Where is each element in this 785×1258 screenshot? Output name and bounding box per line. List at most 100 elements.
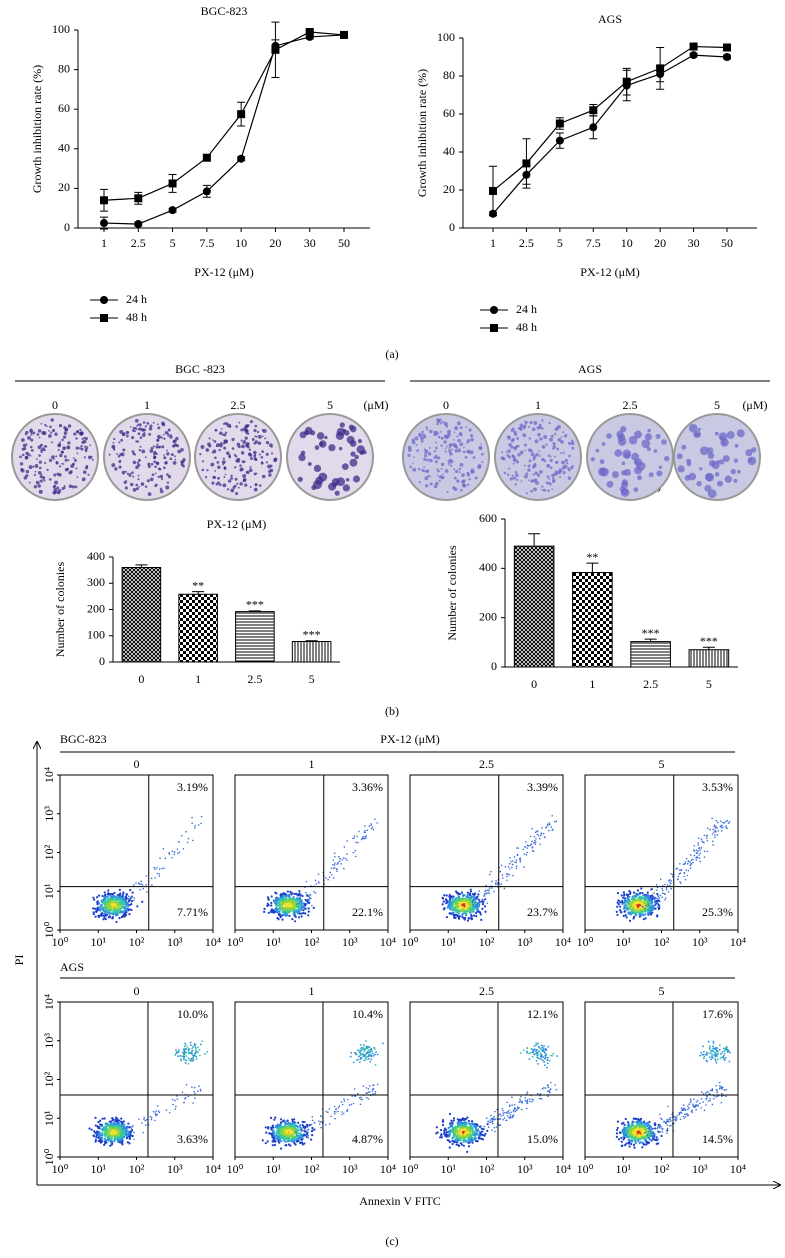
- colony: [418, 468, 421, 471]
- event: [118, 1127, 121, 1130]
- colony: [37, 471, 42, 475]
- event: [311, 1126, 314, 1130]
- event: [310, 1138, 313, 1141]
- event: [460, 899, 463, 902]
- event: [456, 1118, 459, 1121]
- colony: [420, 439, 424, 443]
- colony: [38, 466, 42, 470]
- colony: [40, 422, 43, 425]
- colony: [428, 446, 431, 449]
- colony: [67, 424, 72, 428]
- event: [624, 906, 627, 909]
- colony: [554, 427, 559, 432]
- colony: [519, 423, 524, 428]
- event: [711, 817, 713, 820]
- event: [261, 1139, 264, 1142]
- event: [617, 899, 620, 902]
- event: [657, 895, 660, 898]
- x-tick-label: 1: [589, 677, 595, 691]
- event: [278, 904, 281, 907]
- event: [646, 891, 649, 894]
- event: [305, 1134, 307, 1137]
- colony: [25, 451, 29, 455]
- event: [122, 910, 126, 913]
- event: [301, 1135, 303, 1137]
- colony: [256, 430, 260, 434]
- colony: [236, 482, 239, 485]
- colony: [264, 437, 267, 440]
- event: [659, 894, 662, 897]
- event: [721, 824, 723, 827]
- colony: [218, 483, 222, 487]
- x-tick-label: 10⁰: [577, 935, 594, 949]
- colony: [41, 476, 46, 480]
- panel-label: (a): [385, 347, 398, 361]
- event: [154, 876, 156, 879]
- event: [474, 911, 478, 915]
- colony: [156, 443, 159, 446]
- event: [621, 902, 624, 906]
- colony: [33, 485, 38, 489]
- event: [95, 1133, 98, 1137]
- colony: [341, 463, 349, 470]
- colony: [28, 481, 31, 484]
- event: [145, 1118, 148, 1121]
- event: [462, 897, 465, 900]
- event: [458, 898, 461, 901]
- event: [122, 1135, 126, 1139]
- colony: [532, 457, 536, 461]
- event: [679, 880, 681, 883]
- colony: [152, 445, 155, 448]
- x-axis-title: PX-12 (μM): [580, 265, 639, 279]
- event: [273, 900, 276, 903]
- event: [531, 849, 534, 852]
- colony: [437, 469, 440, 473]
- event: [359, 1103, 362, 1106]
- x-tick-label: 10³: [167, 1162, 183, 1176]
- colony: [524, 474, 528, 479]
- colony: [131, 436, 135, 440]
- colony: [226, 488, 230, 491]
- colony: [160, 436, 163, 439]
- event: [327, 878, 329, 881]
- event: [325, 1110, 328, 1113]
- colony: [512, 476, 516, 480]
- event: [125, 1137, 129, 1140]
- event: [163, 867, 165, 870]
- legend-marker: [100, 296, 108, 304]
- event: [456, 892, 460, 895]
- event: [111, 892, 114, 896]
- colony: [49, 425, 52, 429]
- colony: [253, 454, 256, 458]
- colony: [634, 459, 639, 465]
- event: [374, 818, 376, 820]
- colony: [539, 470, 543, 474]
- event: [198, 1054, 201, 1057]
- label-bg: [342, 1132, 386, 1148]
- event: [305, 880, 308, 883]
- colony: [29, 454, 32, 457]
- event: [130, 1127, 133, 1130]
- event: [128, 1136, 131, 1139]
- colony: [697, 427, 701, 432]
- colony: [30, 449, 34, 452]
- colony: [44, 423, 47, 427]
- event: [279, 1118, 283, 1121]
- event: [480, 918, 483, 921]
- event: [716, 821, 719, 824]
- event: [534, 841, 537, 844]
- colony: [546, 463, 551, 468]
- event: [171, 1098, 174, 1101]
- event: [703, 850, 706, 852]
- colony: [48, 458, 53, 462]
- event: [526, 851, 529, 854]
- event: [175, 1052, 178, 1055]
- event: [311, 1116, 314, 1118]
- colony: [125, 430, 130, 435]
- colony: [552, 442, 556, 446]
- event: [365, 1092, 367, 1094]
- x-tick-label: 10³: [167, 935, 183, 949]
- label-bg: [167, 1007, 211, 1023]
- colony: [454, 426, 459, 431]
- colony: [477, 465, 482, 469]
